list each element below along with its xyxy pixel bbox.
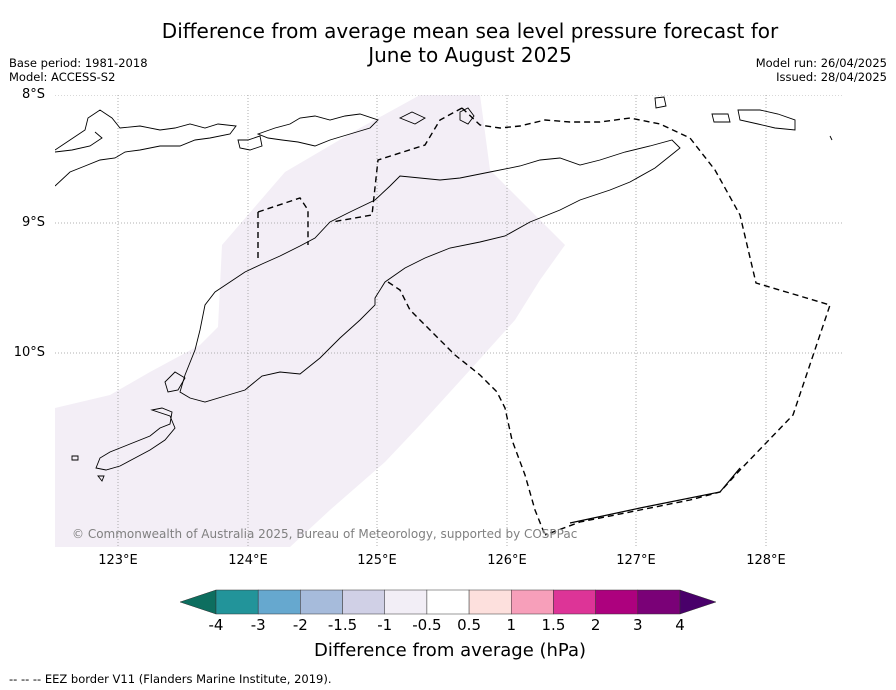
copyright-notice: © Commonwealth of Australia 2025, Bureau…: [72, 527, 578, 541]
colorbar-tick-label: 1.5: [541, 616, 566, 634]
map-title: Difference from average mean sea level p…: [150, 19, 790, 67]
colorbar-segment: [553, 589, 596, 615]
base-period: Base period: 1981-2018: [9, 56, 148, 70]
colorbar-tick-label: -1: [377, 616, 393, 634]
colorbar-tick-label: 0.5: [457, 616, 481, 634]
colorbar-tick-label: -2: [292, 616, 308, 634]
lat-label-9s: 9°S: [21, 215, 45, 230]
issued-date: Issued: 28/04/2025: [776, 70, 887, 84]
colorbar-segment: [300, 589, 343, 615]
colorbar-tick-label: 4: [675, 616, 685, 634]
meta-left: Base period: 1981-2018 Model: ACCESS-S2: [9, 56, 148, 84]
colorbar-tick-label: -0.5: [412, 616, 442, 634]
title-line-1: Difference from average mean sea level p…: [161, 19, 779, 43]
lat-label-8s: 8°S: [21, 87, 45, 102]
colorbar-tick-label: -4: [208, 616, 224, 634]
lon-label-128e: 128°E: [746, 553, 786, 568]
footnote-eez: -- -- -- EEZ border V11 (Flanders Marine…: [9, 672, 332, 686]
colorbar-tick-label: 2: [590, 616, 601, 634]
lat-label-10s: 10°S: [13, 345, 45, 360]
colorbar-label: Difference from average (hPa): [313, 640, 587, 661]
model-name: Model: ACCESS-S2: [9, 70, 116, 84]
title-line-2: June to August 2025: [368, 43, 572, 67]
lon-label-127e: 127°E: [616, 553, 656, 568]
colorbar-tick-label: 1: [506, 616, 517, 634]
coastlines: [55, 96, 833, 482]
model-run: Model run: 26/04/2025: [755, 56, 887, 70]
colorbar-tick-label: -1.5: [327, 616, 358, 634]
colorbar-tick-label: 3: [633, 616, 643, 634]
colorbar-extend-low: [179, 589, 217, 615]
colorbar-segment: [257, 589, 301, 615]
colorbar: [179, 589, 717, 615]
colorbar-segment: [342, 589, 385, 615]
anomaly-region: [55, 95, 565, 547]
colorbar-tick-label: -3: [250, 616, 266, 634]
lon-label-125e: 125°E: [357, 553, 397, 568]
eez-solid-segment: [569, 467, 741, 524]
colorbar-segment: [384, 589, 428, 615]
colorbar-extend-high: [679, 589, 717, 615]
lon-label-124e: 124°E: [228, 553, 268, 568]
map-area: [55, 95, 843, 547]
lon-label-123e: 123°E: [98, 553, 138, 568]
colorbar-segment: [595, 589, 639, 615]
lon-label-126e: 126°E: [487, 553, 527, 568]
eez-borders: [257, 107, 831, 536]
colorbar-segment: [468, 589, 512, 615]
colorbar-segment: [215, 589, 259, 615]
colorbar-segment: [426, 589, 470, 615]
colorbar-segment: [637, 589, 681, 615]
meta-right: Model run: 26/04/2025 Issued: 28/04/2025: [756, 56, 887, 84]
colorbar-segment: [511, 589, 554, 615]
